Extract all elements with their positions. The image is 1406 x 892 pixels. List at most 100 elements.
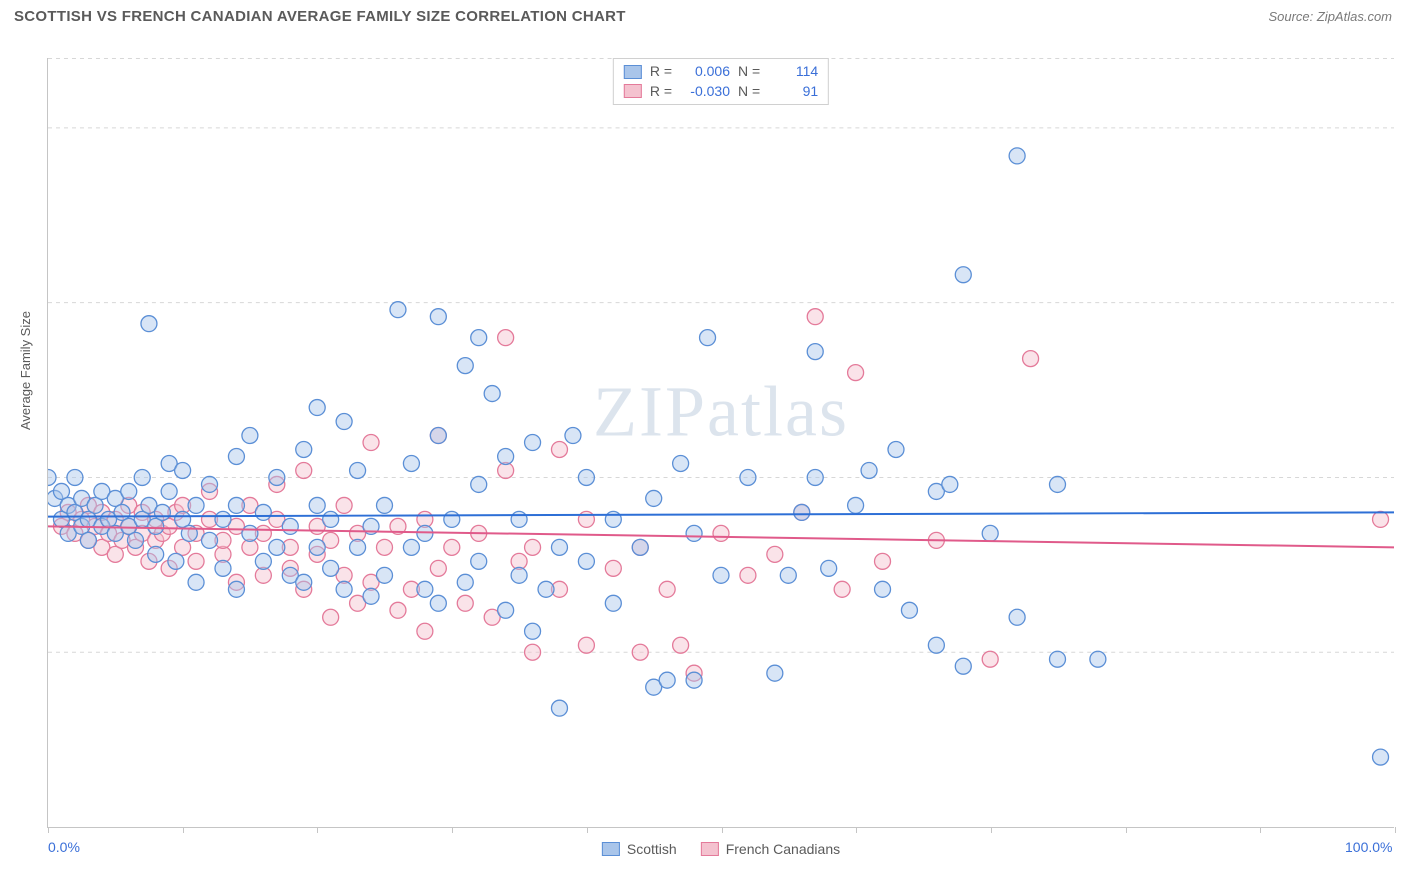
data-point (168, 553, 184, 569)
data-point (511, 567, 527, 583)
data-point (673, 455, 689, 471)
data-point (377, 497, 393, 513)
data-point (309, 497, 325, 513)
data-point (632, 539, 648, 555)
data-point (780, 567, 796, 583)
data-point (1373, 749, 1389, 765)
data-point (565, 428, 581, 444)
data-point (444, 539, 460, 555)
data-point (127, 532, 143, 548)
data-point (498, 330, 514, 346)
data-point (848, 365, 864, 381)
data-point (807, 344, 823, 360)
data-point (551, 700, 567, 716)
x-tick-label: 100.0% (1345, 839, 1392, 855)
data-point (659, 672, 675, 688)
data-point (484, 386, 500, 402)
data-point (309, 400, 325, 416)
data-point (659, 581, 675, 597)
data-point (323, 609, 339, 625)
data-point (80, 532, 96, 548)
x-tick (856, 827, 857, 833)
data-point (1023, 351, 1039, 367)
data-point (875, 581, 891, 597)
data-point (377, 567, 393, 583)
data-point (646, 490, 662, 506)
data-point (282, 518, 298, 534)
data-point (700, 330, 716, 346)
data-point (525, 435, 541, 451)
legend-item-scottish: Scottish (602, 841, 677, 857)
source-label: Source: ZipAtlas.com (1268, 9, 1392, 24)
data-point (673, 637, 689, 653)
data-point (982, 525, 998, 541)
data-point (188, 574, 204, 590)
data-point (269, 469, 285, 485)
data-point (457, 574, 473, 590)
data-point (1009, 609, 1025, 625)
data-point (807, 309, 823, 325)
data-point (215, 511, 231, 527)
data-point (740, 567, 756, 583)
data-point (901, 602, 917, 618)
data-point (955, 267, 971, 283)
data-point (1050, 651, 1066, 667)
r-label: R = (650, 62, 672, 82)
data-point (498, 448, 514, 464)
data-point (67, 469, 83, 485)
data-point (605, 511, 621, 527)
data-point (511, 511, 527, 527)
data-point (1050, 476, 1066, 492)
swatch-scottish (624, 65, 642, 79)
data-point (228, 448, 244, 464)
r-value-scottish: 0.006 (680, 62, 730, 82)
data-point (848, 497, 864, 513)
data-point (686, 525, 702, 541)
data-point (834, 581, 850, 597)
data-point (578, 637, 594, 653)
data-point (228, 497, 244, 513)
data-point (740, 469, 756, 485)
r-value-french: -0.030 (680, 82, 730, 102)
data-point (605, 595, 621, 611)
data-point (202, 532, 218, 548)
data-point (417, 525, 433, 541)
data-point (471, 476, 487, 492)
data-point (1090, 651, 1106, 667)
data-point (403, 455, 419, 471)
data-point (1373, 511, 1389, 527)
swatch-scottish (602, 842, 620, 856)
data-point (525, 623, 541, 639)
x-tick (991, 827, 992, 833)
data-point (188, 553, 204, 569)
x-tick (48, 827, 49, 833)
data-point (228, 581, 244, 597)
data-point (605, 560, 621, 576)
data-point (141, 316, 157, 332)
data-point (296, 442, 312, 458)
data-point (982, 651, 998, 667)
data-point (551, 539, 567, 555)
data-point (861, 462, 877, 478)
stat-row-french: R = -0.030 N = 91 (624, 82, 818, 102)
swatch-french (701, 842, 719, 856)
data-point (430, 560, 446, 576)
x-tick-label: 0.0% (48, 839, 80, 855)
data-point (309, 539, 325, 555)
data-point (538, 581, 554, 597)
y-axis-label: Average Family Size (18, 311, 33, 430)
data-point (390, 602, 406, 618)
data-point (444, 511, 460, 527)
data-point (417, 581, 433, 597)
data-point (134, 469, 150, 485)
data-point (336, 581, 352, 597)
data-point (942, 476, 958, 492)
data-point (578, 469, 594, 485)
data-point (296, 574, 312, 590)
data-point (525, 644, 541, 660)
x-tick (587, 827, 588, 833)
data-point (767, 665, 783, 681)
data-point (430, 595, 446, 611)
legend-label-scottish: Scottish (627, 841, 677, 857)
chart-title: SCOTTISH VS FRENCH CANADIAN AVERAGE FAMI… (14, 8, 626, 25)
